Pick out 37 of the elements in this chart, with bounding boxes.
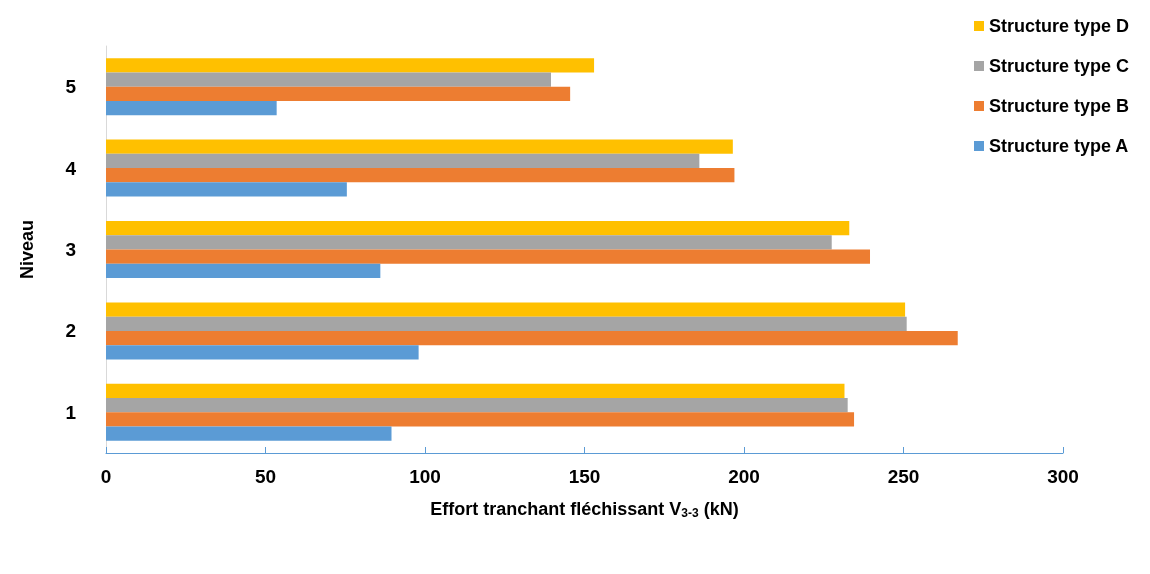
bar — [106, 330, 958, 346]
bar — [106, 426, 392, 441]
legend-label: Structure type D — [988, 16, 1129, 36]
x-tick-label: 150 — [568, 466, 601, 487]
x-tick-label: 250 — [887, 466, 920, 487]
bar — [106, 86, 571, 101]
bar — [106, 72, 552, 87]
bar — [106, 302, 906, 317]
bar — [106, 153, 700, 169]
bar — [106, 263, 381, 278]
bar — [106, 345, 419, 360]
legend-label: Structure type A — [988, 136, 1129, 156]
x-tick-label: 0 — [100, 466, 112, 487]
bar — [106, 100, 277, 116]
y-tick-label: 3 — [65, 239, 76, 260]
bar — [106, 235, 832, 250]
x-tick-label: 200 — [728, 466, 760, 487]
bar — [106, 182, 347, 197]
y-tick-label: 4 — [65, 157, 77, 179]
bar — [106, 58, 595, 73]
x-tick-label: 100 — [409, 466, 441, 487]
legend-label: Structure type C — [988, 56, 1129, 76]
bar — [106, 398, 848, 413]
x-tick-label: 50 — [254, 466, 277, 487]
bar — [106, 139, 733, 154]
y-axis-title: Niveau — [17, 219, 37, 280]
y-tick-label: 5 — [65, 76, 77, 98]
bar — [106, 221, 850, 236]
bar — [106, 383, 845, 399]
y-tick-label: 1 — [65, 401, 77, 423]
legend-label: Structure type B — [988, 96, 1129, 116]
bar — [106, 316, 907, 331]
x-tick-label: 300 — [1047, 466, 1079, 487]
bar — [106, 412, 855, 427]
bar — [106, 168, 735, 183]
y-tick-label: 2 — [65, 320, 76, 342]
bar — [106, 249, 871, 264]
